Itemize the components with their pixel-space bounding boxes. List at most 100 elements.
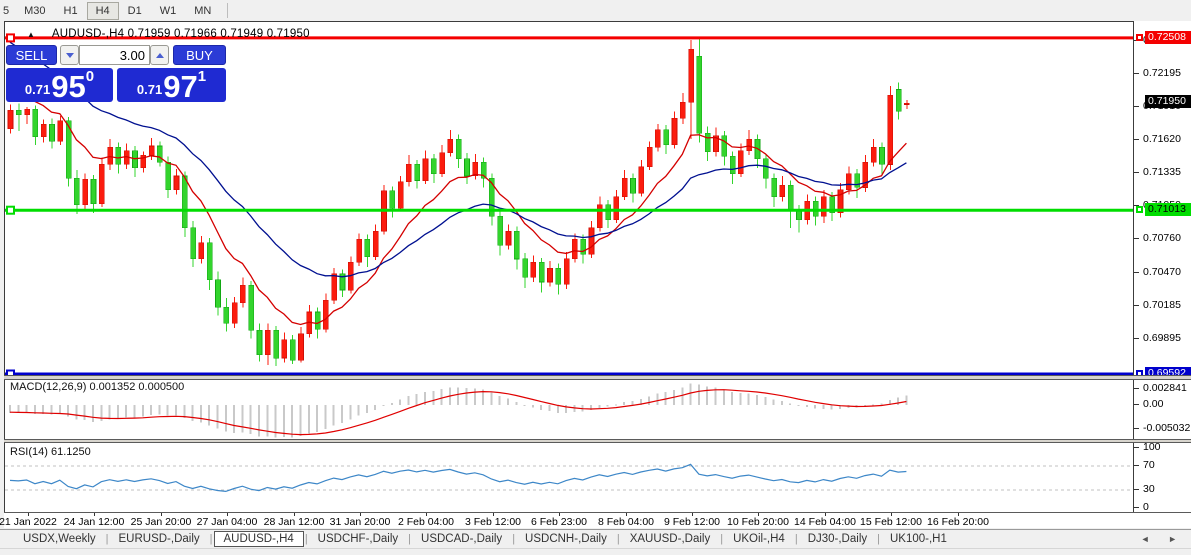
price-tick xyxy=(1134,139,1139,140)
macd-tick xyxy=(1134,428,1139,429)
hline-price-badge: 0.72508 xyxy=(1145,31,1191,44)
tab-separator: | xyxy=(794,533,798,545)
time-tick-label: 9 Feb 12:00 xyxy=(663,516,721,528)
timeframe-toolbar: 5 M30 H1 H4 D1 W1 MN xyxy=(0,0,1191,21)
timeframe-button-h4[interactable]: H4 xyxy=(86,1,119,20)
chart-tab-eurusd-daily[interactable]: EURUSD-,Daily xyxy=(118,533,200,545)
ask-prefix: 0.71 xyxy=(136,82,163,97)
price-tick xyxy=(1134,205,1139,206)
chart-tab-usdcnh-daily[interactable]: USDCNH-,Daily xyxy=(525,533,607,545)
macd-tick-label: 0.00 xyxy=(1143,398,1164,410)
pane-splitter-rsi[interactable] xyxy=(4,440,1191,442)
line-handle[interactable] xyxy=(1136,206,1143,213)
pane-splitter-macd[interactable] xyxy=(4,376,1191,379)
time-tick xyxy=(227,513,228,516)
price-tick-label: 0.70470 xyxy=(1143,266,1181,278)
chart-tab-audusd-h4[interactable]: AUDUSD-,H4 xyxy=(213,531,304,547)
time-tick xyxy=(294,513,295,516)
time-axis: 21 Jan 2022 24 Jan 12:00 25 Jan 20:00 27 Ja… xyxy=(0,513,1191,528)
rsi-tick-label: 30 xyxy=(1143,483,1155,495)
rsi-tick-label: 100 xyxy=(1143,441,1161,453)
time-tick xyxy=(626,513,627,516)
line-handle[interactable] xyxy=(1136,34,1143,41)
time-tick-label: 27 Jan 04:00 xyxy=(196,516,258,528)
price-tick-label: 0.70185 xyxy=(1143,299,1181,311)
time-tick-label: 31 Jan 20:00 xyxy=(329,516,391,528)
chart-tab-dj30-daily[interactable]: DJ30-,Daily xyxy=(807,533,868,545)
timeframe-button-w1[interactable]: W1 xyxy=(159,4,177,17)
hline-price-badge: 0.71013 xyxy=(1145,203,1191,216)
chart-tab-usdx-weekly[interactable]: USDX,Weekly xyxy=(23,533,96,545)
time-tick xyxy=(94,513,95,516)
chart-tab-ukoil-h4[interactable]: UKOil-,H4 xyxy=(733,533,785,545)
volume-decrease-button[interactable] xyxy=(60,45,79,65)
chart-plot[interactable] xyxy=(5,22,1134,513)
macd-indicator-label: MACD(12,26,9) 0.001352 0.000500 xyxy=(10,381,185,393)
rsi-tick xyxy=(1134,507,1139,508)
tab-scroll-arrows[interactable]: ◄ ► xyxy=(1140,534,1185,544)
timeframe-button-d1[interactable]: D1 xyxy=(127,4,142,17)
sell-button[interactable]: SELL xyxy=(6,45,57,65)
chart-tab-usdchf-daily[interactable]: USDCHF-,Daily xyxy=(317,533,399,545)
bid-prefix: 0.71 xyxy=(24,82,51,97)
chart-tab-xauusd-daily[interactable]: XAUUSD-,Daily xyxy=(629,533,711,545)
bid-big-digits: 95 xyxy=(51,69,86,104)
time-tick-label: 10 Feb 20:00 xyxy=(727,516,789,528)
price-tick xyxy=(1134,172,1139,173)
time-tick-label: 24 Jan 12:00 xyxy=(63,516,125,528)
price-tick-label: 0.69895 xyxy=(1143,332,1181,344)
timeframe-button-h1[interactable]: H1 xyxy=(63,4,78,17)
time-tick xyxy=(692,513,693,516)
ask-big-digits: 97 xyxy=(163,69,198,104)
pane-separator-line xyxy=(4,439,1191,440)
chart-collapse-icon[interactable]: ▲ xyxy=(27,29,35,39)
time-tick xyxy=(958,513,959,516)
one-click-trading-panel: SELL BUY 0.71 95 0 0.71 97 1 xyxy=(6,45,226,102)
time-tick-label: 16 Feb 20:00 xyxy=(927,516,989,528)
time-tick xyxy=(493,513,494,516)
volume-increase-button[interactable] xyxy=(150,45,169,65)
chart-window[interactable]: ▲ AUDUSD-,H4 0.71959 0.71966 0.71949 0.7… xyxy=(4,21,1134,513)
price-tick-label: 0.70760 xyxy=(1143,232,1181,244)
tab-separator: | xyxy=(512,533,516,545)
tab-separator: | xyxy=(616,533,620,545)
tab-separator: | xyxy=(720,533,724,545)
price-tick xyxy=(1134,73,1139,74)
buy-button[interactable]: BUY xyxy=(173,45,226,65)
price-tick xyxy=(1134,106,1139,107)
timeframe-button-m30[interactable]: M30 xyxy=(24,4,46,17)
ask-price-box[interactable]: 0.71 97 1 xyxy=(117,68,226,102)
time-tick-label: 2 Feb 04:00 xyxy=(397,516,455,528)
price-tick-label: 0.71335 xyxy=(1143,166,1181,178)
time-tick xyxy=(559,513,560,516)
rsi-tick-label: 0 xyxy=(1143,501,1149,513)
rsi-tick xyxy=(1134,489,1139,490)
timeframe-button-mn[interactable]: MN xyxy=(194,4,212,17)
chart-tab-usdcad-daily[interactable]: USDCAD-,Daily xyxy=(421,533,503,545)
tab-separator: | xyxy=(209,533,213,545)
pane-separator-line xyxy=(4,375,1191,376)
tab-separator: | xyxy=(304,533,308,545)
time-tick xyxy=(426,513,427,516)
macd-tick-label: -0.005032 xyxy=(1143,422,1191,434)
arrow-up-icon xyxy=(155,52,164,58)
rsi-tick xyxy=(1134,447,1139,448)
time-tick-label: 8 Feb 04:00 xyxy=(597,516,655,528)
bid-pip-digit: 0 xyxy=(85,68,95,85)
time-tick xyxy=(28,513,29,516)
pane-separator-line xyxy=(4,379,1191,380)
price-tick-label: 0.71620 xyxy=(1143,133,1181,145)
timeframe-button-5[interactable]: 5 xyxy=(3,4,10,17)
tab-separator: | xyxy=(105,533,109,545)
chart-tab-uk100-h1[interactable]: UK100-,H1 xyxy=(889,533,947,545)
macd-tick-label: 0.002841 xyxy=(1143,382,1187,394)
chart-title: AUDUSD-,H4 0.71959 0.71966 0.71949 0.719… xyxy=(51,28,310,40)
time-tick-label: 14 Feb 04:00 xyxy=(794,516,856,528)
time-tick xyxy=(360,513,361,516)
volume-input[interactable] xyxy=(79,45,150,65)
bid-price-box[interactable]: 0.71 95 0 xyxy=(6,68,113,102)
rsi-tick-label: 70 xyxy=(1143,459,1155,471)
time-tick-label: 21 Jan 2022 xyxy=(0,516,57,528)
chart-bottom-border xyxy=(4,512,1191,513)
time-tick xyxy=(161,513,162,516)
